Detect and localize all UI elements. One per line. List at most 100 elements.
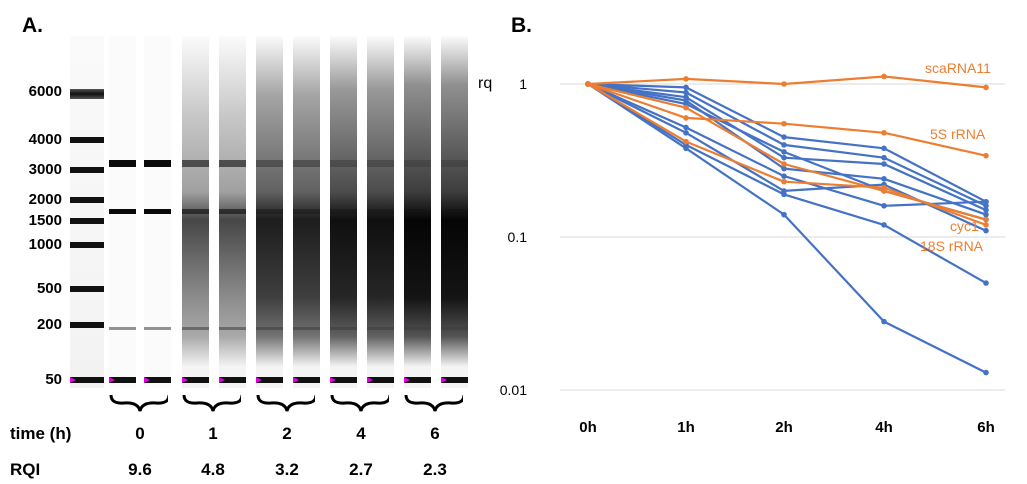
data-point xyxy=(781,173,787,179)
time-value: 1 xyxy=(208,424,218,443)
group-brace-icon xyxy=(404,394,463,412)
rqi-value: 9.6 xyxy=(128,460,152,479)
x-tick-label: 6h xyxy=(977,419,995,436)
data-point xyxy=(683,138,689,145)
ladder-size-label: 500 xyxy=(36,280,62,297)
ladder-lane xyxy=(70,36,104,388)
rrna-band xyxy=(330,159,357,167)
rrna-band xyxy=(109,159,136,167)
data-point xyxy=(781,161,787,167)
marker-arrow-icon xyxy=(404,377,410,383)
rrna-band xyxy=(404,209,431,215)
marker-arrow-icon xyxy=(256,377,262,383)
data-point xyxy=(983,222,989,228)
x-tick-label: 0h xyxy=(579,419,597,436)
ladder-band xyxy=(70,137,104,143)
data-point xyxy=(683,145,689,152)
y-tick-label: 0.01 xyxy=(500,382,527,398)
small-rna-band xyxy=(293,327,320,331)
sample-lane xyxy=(182,36,209,388)
ladder-band xyxy=(70,242,104,248)
small-rna-band xyxy=(367,327,394,331)
marker-arrow-icon xyxy=(144,377,150,383)
small-rna-band xyxy=(219,327,246,331)
marker-band xyxy=(367,377,394,383)
marker-band xyxy=(293,377,320,383)
data-point xyxy=(983,202,989,209)
small-rna-band xyxy=(404,327,431,331)
rqi-value: 4.8 xyxy=(201,460,225,479)
rrna-band xyxy=(441,209,468,215)
y-tick-label: 1 xyxy=(519,76,527,92)
data-point xyxy=(881,184,887,191)
data-point xyxy=(983,216,989,223)
data-point xyxy=(781,81,787,87)
group-brace-icon xyxy=(182,394,241,412)
rrna-band xyxy=(256,209,283,215)
sample-lane xyxy=(330,36,357,388)
rrna-band xyxy=(182,209,209,215)
rrna-band xyxy=(404,159,431,167)
series-label: 18S rRNA xyxy=(920,238,984,254)
data-point xyxy=(683,129,689,136)
data-point xyxy=(983,152,989,159)
rrna-band xyxy=(367,159,394,167)
rrna-band xyxy=(109,209,136,215)
rrna-band xyxy=(219,159,246,167)
data-point xyxy=(983,369,989,376)
sample-lane xyxy=(144,36,171,388)
x-tick-label: 1h xyxy=(677,419,695,436)
rrna-band xyxy=(144,159,171,167)
data-point xyxy=(781,154,787,161)
rqi-value: 2.7 xyxy=(349,460,373,479)
ladder-band xyxy=(70,322,104,328)
data-point xyxy=(881,222,887,228)
data-point xyxy=(983,198,989,205)
y-tick-label: 0.1 xyxy=(508,229,528,245)
small-rna-band xyxy=(109,327,136,331)
marker-band xyxy=(109,377,136,383)
marker-arrow-icon xyxy=(441,377,447,383)
ladder-size-label: 200 xyxy=(36,316,62,333)
ladder-band xyxy=(70,286,104,292)
rrna-band xyxy=(330,209,357,215)
marker-arrow-icon xyxy=(330,377,336,383)
data-point xyxy=(683,84,689,91)
sample-lane xyxy=(404,36,431,388)
ladder-band xyxy=(70,89,104,99)
data-point xyxy=(983,280,989,286)
rrna-band xyxy=(256,159,283,167)
sample-lane xyxy=(109,36,136,388)
marker-band xyxy=(182,377,209,383)
marker-arrow-icon xyxy=(367,377,373,383)
x-tick-label: 2h xyxy=(775,419,793,436)
series-label: cyc1 xyxy=(950,218,979,234)
data-point xyxy=(781,191,787,198)
group-brace-icon xyxy=(256,394,315,412)
sample-lane xyxy=(441,36,468,388)
y-axis-label: rq xyxy=(478,75,492,92)
rrna-band xyxy=(367,209,394,215)
ladder-size-label: 1000 xyxy=(28,236,62,253)
data-point xyxy=(781,165,787,172)
small-rna-band xyxy=(182,327,209,331)
series-label: 5S rRNA xyxy=(930,126,986,142)
ladder-size-label: 2000 xyxy=(28,191,62,208)
data-point xyxy=(781,134,787,140)
data-point xyxy=(983,211,989,218)
data-point xyxy=(781,120,787,127)
rrna-band xyxy=(293,209,320,215)
rrna-band xyxy=(182,159,209,167)
marker-band xyxy=(219,377,246,383)
data-point xyxy=(881,176,887,182)
rrna-band xyxy=(219,209,246,215)
sample-lane xyxy=(256,36,283,388)
data-point xyxy=(781,149,787,155)
rrna-band xyxy=(441,159,468,167)
data-point xyxy=(585,81,591,87)
sample-lane xyxy=(367,36,394,388)
data-point xyxy=(683,124,689,131)
marker-arrow-icon xyxy=(293,377,299,383)
marker-band xyxy=(256,377,283,383)
ladder-band xyxy=(70,167,104,173)
